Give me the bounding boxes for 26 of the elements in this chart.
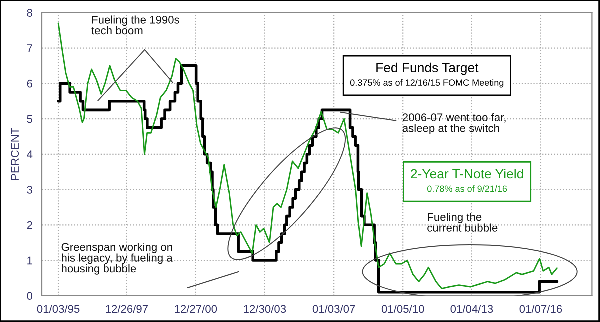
- x-tick-label: 01/03/95: [37, 304, 80, 314]
- annotation: 0.78% as of 9/21/16: [428, 186, 508, 192]
- y-tick-label: 2: [27, 221, 32, 230]
- annotation: Fueling the current bubble: [428, 212, 498, 232]
- y-tick-label: 7: [27, 44, 32, 52]
- y-tick-label: 1: [28, 256, 32, 265]
- y-tick-label: 6: [27, 80, 32, 88]
- y-tick-label: 3: [27, 186, 32, 194]
- y-axis-title: PERCENT: [11, 128, 20, 180]
- x-tick-label: 01/04/13: [450, 304, 494, 314]
- text: Fed Funds Target: [376, 62, 479, 76]
- y-tick-label: 0: [27, 292, 33, 300]
- x-tick-label: 12/27/00: [175, 304, 218, 314]
- annotation: 2006-07 went too far, asleep at the switch: [402, 113, 506, 134]
- x-tick-label: 01/05/10: [382, 304, 424, 314]
- x-tick-label: 12/30/03: [244, 304, 286, 314]
- annotation: Greenspan working on his legacy, by fueling a housing bubble: [62, 242, 173, 275]
- annotation: Fueling the 1990s tech boom: [92, 16, 180, 35]
- text: 2-Year T-Note Yield: [411, 168, 524, 179]
- x-tick-label: 01/07/16: [520, 304, 562, 314]
- x-tick-label: 12/26/97: [106, 304, 148, 314]
- x-tick-label: 01/03/07: [312, 304, 356, 314]
- y-tick-label: 4: [27, 150, 33, 158]
- y-tick-label: 8: [27, 9, 32, 18]
- y-tick-label: 5: [27, 115, 33, 124]
- annotation: 0.375% as of 12/16/15 FOMC Meeting: [350, 79, 504, 88]
